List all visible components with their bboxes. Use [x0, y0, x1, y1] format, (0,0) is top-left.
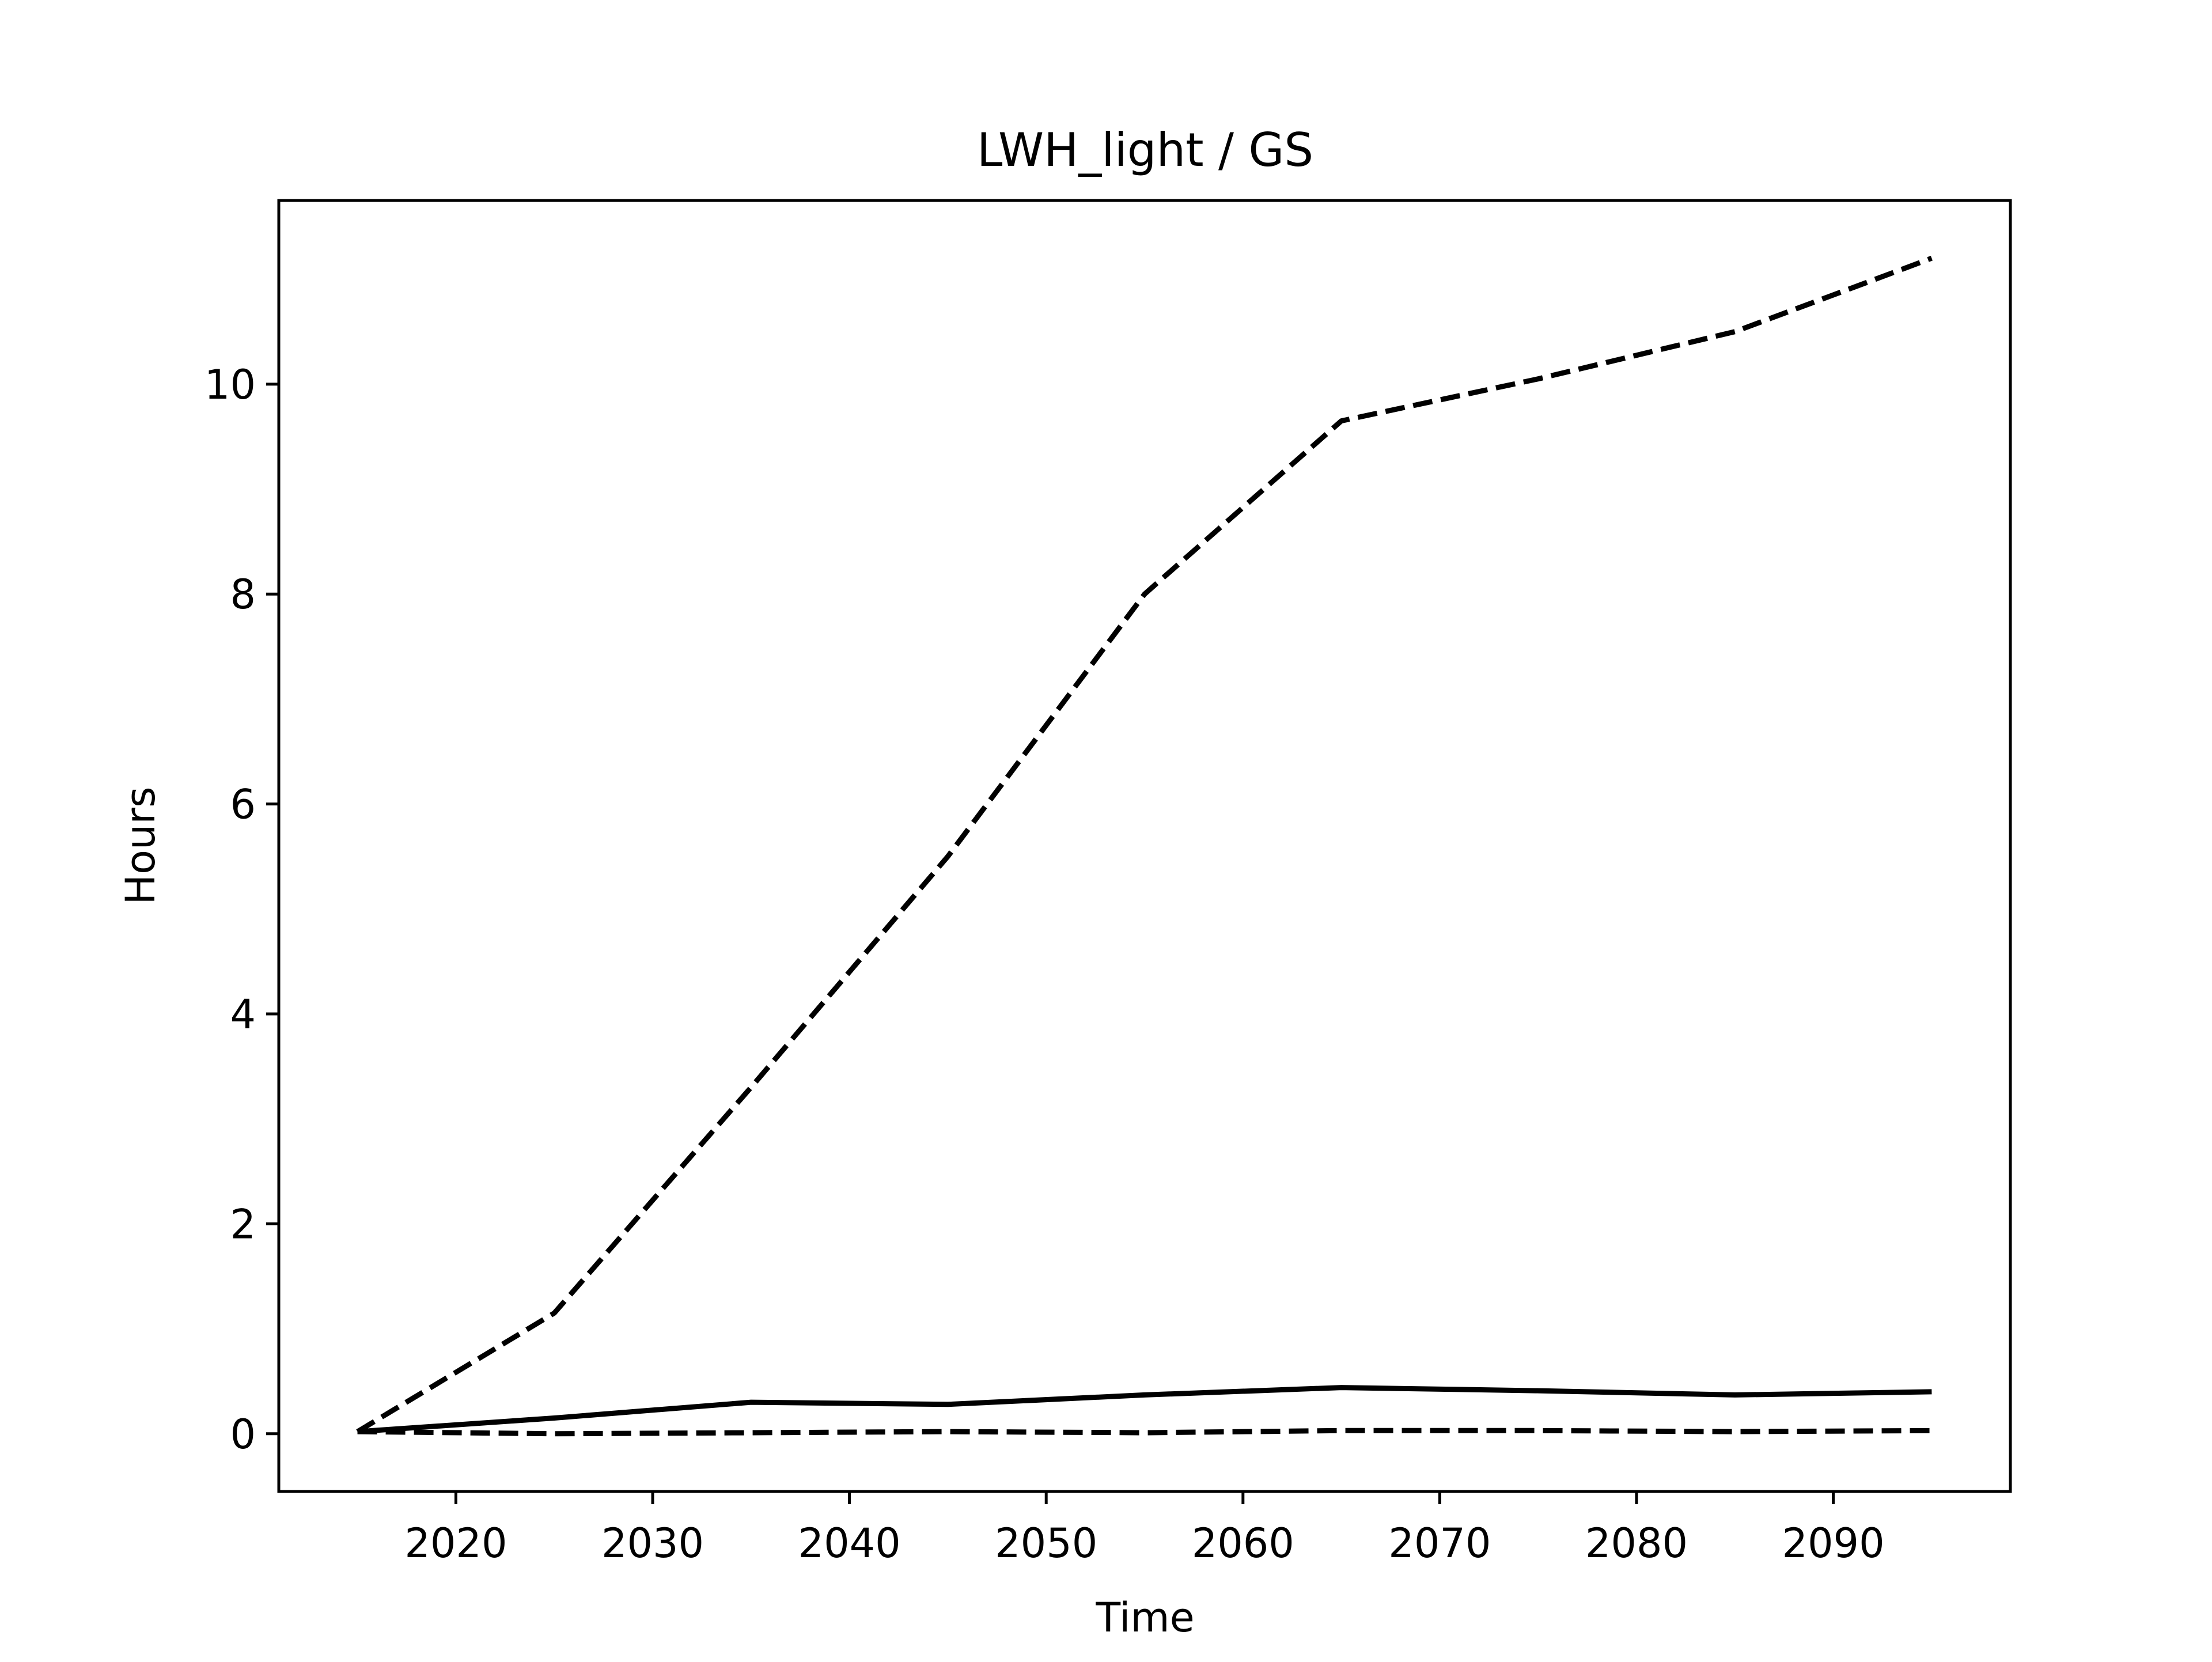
y-tick-label: 2: [230, 1201, 256, 1248]
x-tick-label: 2080: [1585, 1520, 1688, 1567]
x-tick-label: 2030: [601, 1520, 704, 1567]
x-tick-label: 2050: [995, 1520, 1097, 1567]
plot-area: [356, 255, 1933, 1437]
y-axis-label: Hours: [117, 786, 164, 904]
axis-ticks: 2020 2030 2040 2050 2060 2070 2080 2090 0 2 4 6 8 10: [204, 361, 1885, 1567]
x-axis-label: Time: [1095, 1594, 1194, 1641]
x-tick-label: 2070: [1388, 1520, 1491, 1567]
y-tick-label: 8: [230, 571, 256, 618]
axes-frame: [277, 199, 2012, 1493]
series-line-2-solid: [357, 1385, 1932, 1434]
chart-title: LWH_light / GS: [977, 123, 1313, 177]
series-line-3-dashed: [357, 1428, 1932, 1437]
x-tick-label: 2020: [404, 1520, 507, 1567]
x-tick-label: 2060: [1192, 1520, 1294, 1567]
y-tick-label: 10: [204, 361, 256, 408]
x-tick-label: 2090: [1782, 1520, 1884, 1567]
series-line-1-dashed: [356, 255, 1933, 1434]
y-tick-label: 0: [230, 1411, 256, 1458]
y-tick-label: 4: [230, 991, 256, 1038]
y-tick-label: 6: [230, 781, 256, 828]
x-tick-label: 2040: [798, 1520, 901, 1567]
